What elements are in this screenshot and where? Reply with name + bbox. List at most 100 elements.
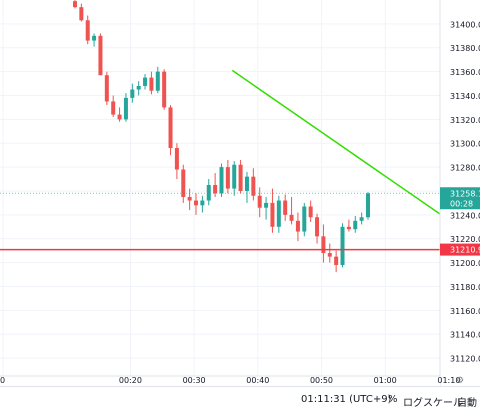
candle[interactable] bbox=[155, 66, 160, 94]
candle[interactable] bbox=[92, 33, 97, 47]
price-tick-label: 31280.0 bbox=[450, 164, 480, 173]
current-price-value: 31258.1 bbox=[450, 189, 480, 198]
settings-gear-icon[interactable]: ⚙ bbox=[456, 376, 464, 386]
percent-scale-toggle[interactable]: % bbox=[388, 394, 398, 405]
candle[interactable] bbox=[123, 93, 128, 122]
price-tick-label: 31220.0 bbox=[450, 235, 480, 244]
candle-body bbox=[174, 148, 179, 170]
candle[interactable] bbox=[244, 171, 249, 203]
horizontal-line-label-bg bbox=[440, 243, 480, 256]
candle[interactable] bbox=[359, 212, 364, 225]
price-tick-label: 31400.0 bbox=[450, 20, 480, 29]
candle[interactable] bbox=[295, 212, 300, 242]
candle[interactable] bbox=[168, 105, 173, 156]
candle-body bbox=[346, 226, 351, 230]
candle[interactable] bbox=[194, 193, 199, 215]
drawing-overlays bbox=[0, 69, 480, 251]
candle[interactable] bbox=[346, 219, 351, 232]
price-tick-label: 31160.0 bbox=[450, 307, 480, 316]
candle[interactable] bbox=[104, 71, 109, 106]
candle-body bbox=[327, 253, 332, 257]
candle-body bbox=[123, 97, 128, 120]
candle[interactable] bbox=[111, 95, 116, 117]
candle[interactable] bbox=[130, 83, 135, 103]
candle[interactable] bbox=[283, 194, 288, 221]
candle[interactable] bbox=[289, 196, 294, 225]
candle-body bbox=[213, 185, 218, 194]
candle[interactable] bbox=[143, 74, 148, 90]
candle[interactable] bbox=[174, 143, 179, 180]
candle[interactable] bbox=[232, 161, 237, 196]
time-tick-label: 00:50 bbox=[310, 376, 333, 385]
auto-scale-toggle[interactable]: 自動 bbox=[457, 398, 477, 409]
candle[interactable] bbox=[308, 200, 313, 223]
candle-body bbox=[168, 107, 173, 149]
horizontal-line-label: 31210.9 bbox=[440, 243, 480, 256]
candle[interactable] bbox=[85, 15, 90, 45]
price-tick-label: 31200.0 bbox=[450, 259, 480, 268]
candle[interactable] bbox=[149, 71, 154, 95]
chart-footer-toolbar: 01:11:31 (UTC+9) % ログスケール 自動 bbox=[0, 386, 480, 410]
horizontal-line-value: 31210.9 bbox=[450, 246, 480, 255]
candle[interactable] bbox=[340, 223, 345, 268]
candle[interactable] bbox=[257, 187, 262, 218]
candle[interactable] bbox=[213, 173, 218, 197]
candle-body bbox=[98, 35, 103, 76]
candle-series bbox=[72, 0, 371, 273]
candle[interactable] bbox=[366, 192, 371, 220]
candle[interactable] bbox=[353, 216, 358, 233]
candle[interactable] bbox=[181, 164, 186, 203]
utc-clock[interactable]: 01:11:31 (UTC+9) bbox=[301, 394, 392, 405]
candle-body bbox=[225, 167, 230, 189]
price-axis: 31400.0 31380.0 31360.0 31340.0 31320.0 31300… bbox=[439, 0, 480, 386]
candle[interactable] bbox=[334, 250, 339, 273]
time-tick-label: 00:30 bbox=[183, 376, 206, 385]
candle-body bbox=[206, 185, 211, 201]
log-scale-toggle[interactable]: ログスケール bbox=[403, 398, 463, 409]
candle[interactable] bbox=[206, 179, 211, 206]
candle[interactable] bbox=[321, 224, 326, 263]
price-tick-label: 31140.0 bbox=[450, 331, 480, 340]
candle[interactable] bbox=[225, 159, 230, 194]
candle[interactable] bbox=[264, 196, 269, 220]
candle-body bbox=[104, 75, 109, 102]
candle[interactable] bbox=[251, 168, 256, 201]
candle[interactable] bbox=[72, 0, 77, 9]
candle-body bbox=[302, 206, 307, 232]
candle-body bbox=[72, 1, 77, 8]
price-tick-label: 31120.0 bbox=[450, 355, 480, 364]
candle-body bbox=[143, 77, 148, 86]
candle-body bbox=[194, 200, 199, 206]
candlestick-chart[interactable]: 31400.0 31380.0 31360.0 31340.0 31320.0 31300… bbox=[0, 0, 480, 386]
candle[interactable] bbox=[136, 81, 141, 96]
candle[interactable] bbox=[270, 188, 275, 233]
time-axis-background bbox=[0, 376, 440, 386]
candle-body bbox=[366, 193, 371, 218]
candle-body bbox=[232, 164, 237, 189]
candle[interactable] bbox=[187, 188, 192, 211]
candle-body bbox=[219, 167, 224, 194]
candle[interactable] bbox=[162, 69, 167, 110]
candle[interactable] bbox=[302, 202, 307, 237]
candle-body bbox=[238, 164, 243, 191]
price-tick-label: 31340.0 bbox=[450, 92, 480, 101]
time-tick-label: 00:20 bbox=[119, 376, 142, 385]
candle[interactable] bbox=[219, 163, 224, 197]
candle-body bbox=[111, 101, 116, 115]
candle[interactable] bbox=[327, 243, 332, 263]
candle-body bbox=[187, 196, 192, 201]
candle-body bbox=[79, 7, 84, 21]
candle[interactable] bbox=[238, 159, 243, 194]
time-tick-label: 01:00 bbox=[374, 376, 397, 385]
candle[interactable] bbox=[98, 33, 103, 76]
candle[interactable] bbox=[315, 213, 320, 244]
candle[interactable] bbox=[276, 195, 281, 233]
candle-body bbox=[200, 200, 205, 206]
candle[interactable] bbox=[200, 195, 205, 213]
candle-body bbox=[92, 35, 97, 41]
candle[interactable] bbox=[117, 107, 122, 122]
candle[interactable] bbox=[79, 3, 84, 22]
candle-body bbox=[130, 89, 135, 98]
